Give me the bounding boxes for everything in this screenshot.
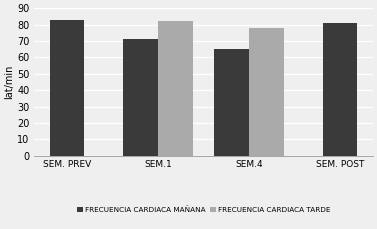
- Bar: [123, 39, 158, 156]
- Bar: [158, 21, 193, 156]
- Bar: [249, 28, 284, 156]
- Y-axis label: lat/min: lat/min: [4, 65, 14, 99]
- Bar: [49, 20, 84, 156]
- Legend: FRECUENCIA CARDIACA MAÑANA, FRECUENCIA CARDIACA TARDE: FRECUENCIA CARDIACA MAÑANA, FRECUENCIA C…: [74, 204, 333, 216]
- Bar: [215, 49, 249, 156]
- Bar: [323, 23, 357, 156]
